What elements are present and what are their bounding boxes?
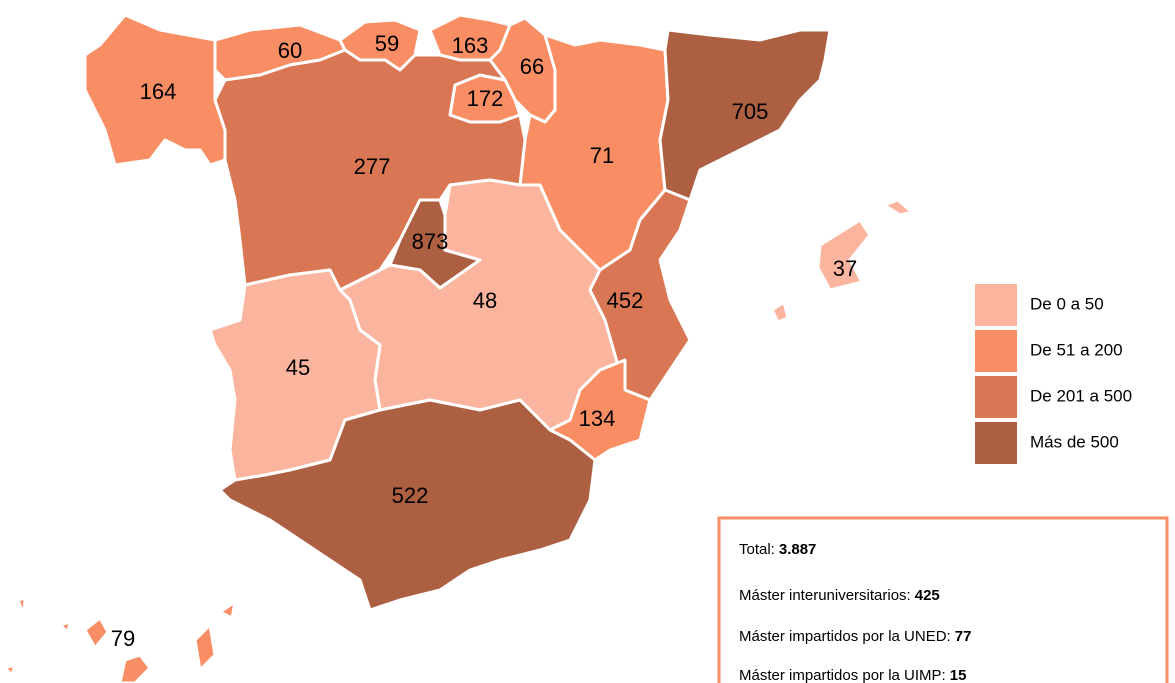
info-value: 77 [955, 628, 972, 645]
legend-swatch [975, 330, 1017, 372]
info-lines: Total: 3.887 Máster interuniversitarios: 42… [739, 541, 971, 683]
info-label: Máster interuniversitarios: [739, 587, 911, 604]
info-label: Máster impartidos por la UNED: [739, 628, 951, 645]
legend-swatch [975, 422, 1017, 464]
region-value: 873 [412, 229, 449, 254]
region [882, 198, 914, 217]
legend-swatch [975, 376, 1017, 418]
region-value: 134 [579, 406, 616, 431]
region-value: 60 [278, 38, 302, 63]
legend-label: De 201 a 500 [1030, 386, 1132, 405]
info-value: 425 [915, 587, 940, 604]
region-value: 164 [140, 79, 177, 104]
info-value: 3.887 [779, 541, 817, 558]
info-value: 15 [950, 667, 967, 683]
region [588, 188, 692, 402]
region-value: 48 [473, 288, 497, 313]
region-value: 79 [111, 626, 135, 651]
region-value: 277 [354, 154, 391, 179]
region [218, 398, 597, 612]
region-value: 45 [286, 355, 310, 380]
region-value: 172 [467, 86, 504, 111]
region-value: 705 [732, 99, 769, 124]
legend-label: De 51 a 200 [1030, 340, 1123, 359]
region-value: 71 [590, 143, 614, 168]
info-line: Total: 3.887 [739, 541, 816, 558]
region [816, 218, 872, 292]
region [118, 653, 152, 683]
info-line: Máster impartidos por la UIMP: 15 [739, 667, 966, 683]
region [16, 596, 27, 617]
region-value: 522 [392, 483, 429, 508]
region [58, 620, 72, 634]
legend-label: Más de 500 [1030, 432, 1119, 451]
region-value: 163 [452, 33, 489, 58]
region-value: 37 [833, 256, 857, 281]
regions [3, 13, 914, 683]
region [770, 300, 790, 324]
region-value: 66 [520, 54, 544, 79]
info-label: Total: [739, 541, 775, 558]
region [658, 28, 832, 202]
region-labels: 164 60 59 163 66 172 71 705 277 873 48 45 452 134 522 3… [111, 31, 857, 651]
info-line: Máster impartidos por la UNED: 77 [739, 628, 971, 645]
region-value: 452 [607, 288, 644, 313]
legend: De 0 a 50 De 51 a 200 De 201 a 500 Más de 5… [975, 284, 1132, 464]
info-line: Máster interuniversitarios: 425 [739, 587, 940, 604]
region [193, 623, 217, 672]
region [218, 600, 237, 620]
region [83, 616, 110, 650]
legend-label: De 0 a 50 [1030, 294, 1104, 313]
region [3, 663, 17, 677]
legend-swatch [975, 284, 1017, 326]
region [83, 13, 227, 167]
region-value: 59 [375, 31, 399, 56]
info-box [717, 516, 1169, 683]
info-label: Máster impartidos por la UIMP: [739, 667, 946, 683]
